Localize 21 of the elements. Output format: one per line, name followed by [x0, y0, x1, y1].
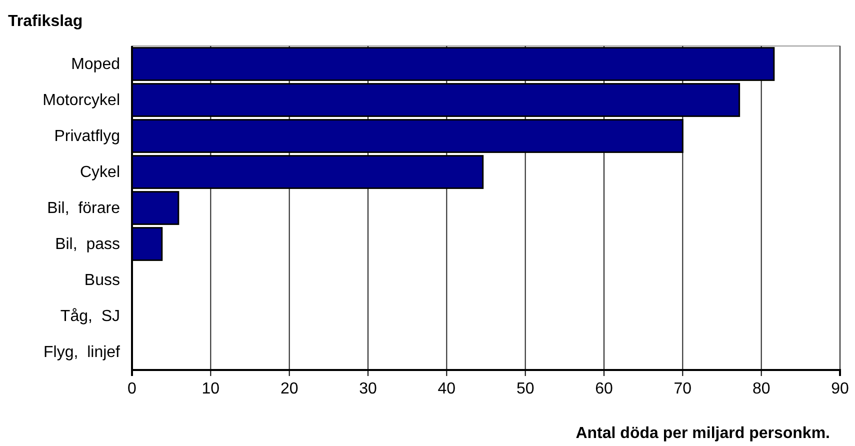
- y-tick-label: Flyg, linjef: [44, 344, 121, 362]
- x-tick-label: 90: [831, 380, 849, 398]
- x-tick-label: 60: [595, 380, 613, 398]
- x-tick-label: 30: [359, 380, 377, 398]
- x-tick-label: 20: [280, 380, 298, 398]
- x-tick-label: 50: [516, 380, 534, 398]
- y-tick-label: Bil, förare: [47, 200, 120, 218]
- x-tick-label: 40: [438, 380, 456, 398]
- y-tick-label: Privatflyg: [54, 128, 120, 146]
- y-tick-label: Cykel: [80, 164, 120, 182]
- y-tick-label: Motorcykel: [42, 92, 120, 110]
- x-tick-label: 70: [674, 380, 692, 398]
- y-tick-label: Buss: [84, 272, 120, 290]
- x-tick-label: 10: [202, 380, 220, 398]
- chart-title: Trafikslag: [8, 13, 83, 30]
- x-tick-label: 80: [752, 380, 770, 398]
- x-tick-label: 0: [128, 380, 137, 398]
- y-tick-label: Bil, pass: [55, 236, 120, 254]
- x-axis-title: Antal döda per miljard personkm.: [576, 425, 830, 442]
- y-tick-label: Tåg, SJ: [60, 308, 120, 326]
- y-tick-label: Moped: [71, 56, 120, 74]
